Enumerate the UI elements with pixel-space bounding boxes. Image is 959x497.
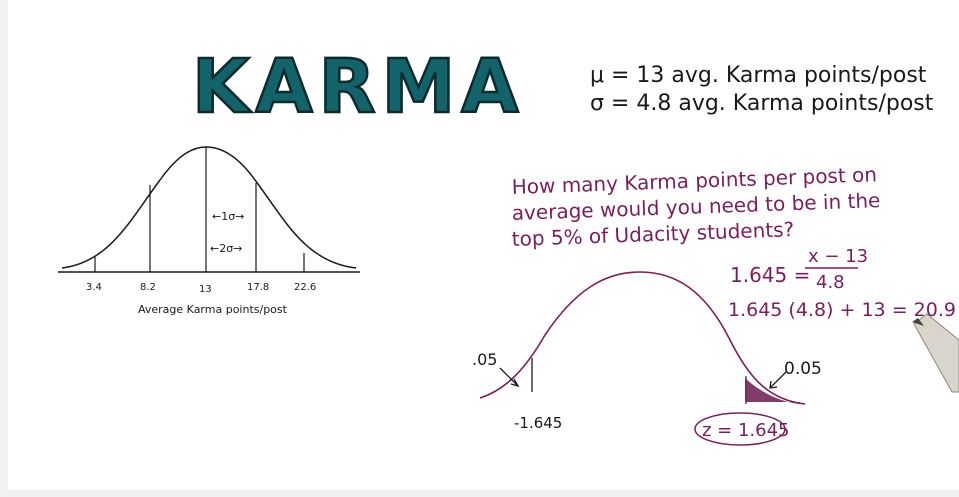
tick-label-17-8: 17.8	[247, 282, 269, 293]
equation-2: 1.645 (4.8) + 13 = 20.9	[728, 299, 956, 321]
right-tail-shading	[745, 378, 800, 404]
left-tail-arrowhead	[510, 378, 520, 388]
page-left-edge	[0, 0, 8, 497]
equation-1-denominator: 4.8	[816, 272, 845, 293]
left-z-score: -1.645	[514, 414, 562, 432]
right-tail-arrow	[769, 371, 787, 389]
question-block: How many Karma points per post on averag…	[511, 162, 880, 251]
sigma-parameter: σ = 4.8 avg. Karma points/post	[590, 91, 934, 116]
marker-pen-image	[912, 313, 959, 393]
work-equations: 1.645 = x − 13 4.8 1.645 (4.8) + 13 = 20…	[728, 246, 956, 321]
mu-parameter: μ = 13 avg. Karma points/post	[590, 63, 927, 88]
equation-1-numerator: x − 13	[808, 246, 868, 267]
left-axis-label: Average Karma points/post	[138, 303, 288, 316]
tick-label-3-4: 3.4	[86, 282, 102, 293]
page-bottom-edge	[0, 490, 959, 497]
tick-label-8-2: 8.2	[140, 282, 156, 293]
left-normal-curve: ←1σ→ ←2σ→ 3.4 8.2 13 17.8 22.6 Average K…	[58, 146, 360, 316]
right-tail-label: 0.05	[784, 359, 822, 379]
tick-label-22-6: 22.6	[294, 282, 316, 293]
left-bell-curve	[61, 146, 357, 269]
right-z-circle	[694, 412, 786, 446]
left-tail-label: .05	[472, 350, 497, 369]
sigma2-label: ←2σ→	[210, 242, 242, 255]
right-tail-arrowhead	[769, 380, 778, 389]
right-bell-curve	[479, 271, 806, 405]
right-z-score: z = 1.645	[702, 420, 790, 441]
tick-label-13: 13	[199, 284, 212, 295]
left-tail-arrow	[499, 367, 519, 387]
right-normal-curve: .05 0.05 -1.645 z = 1.645	[472, 271, 822, 446]
equation-1-lhs: 1.645 =	[730, 263, 810, 287]
karma-title: KARMA	[192, 44, 525, 130]
sigma1-label: ←1σ→	[212, 210, 244, 223]
